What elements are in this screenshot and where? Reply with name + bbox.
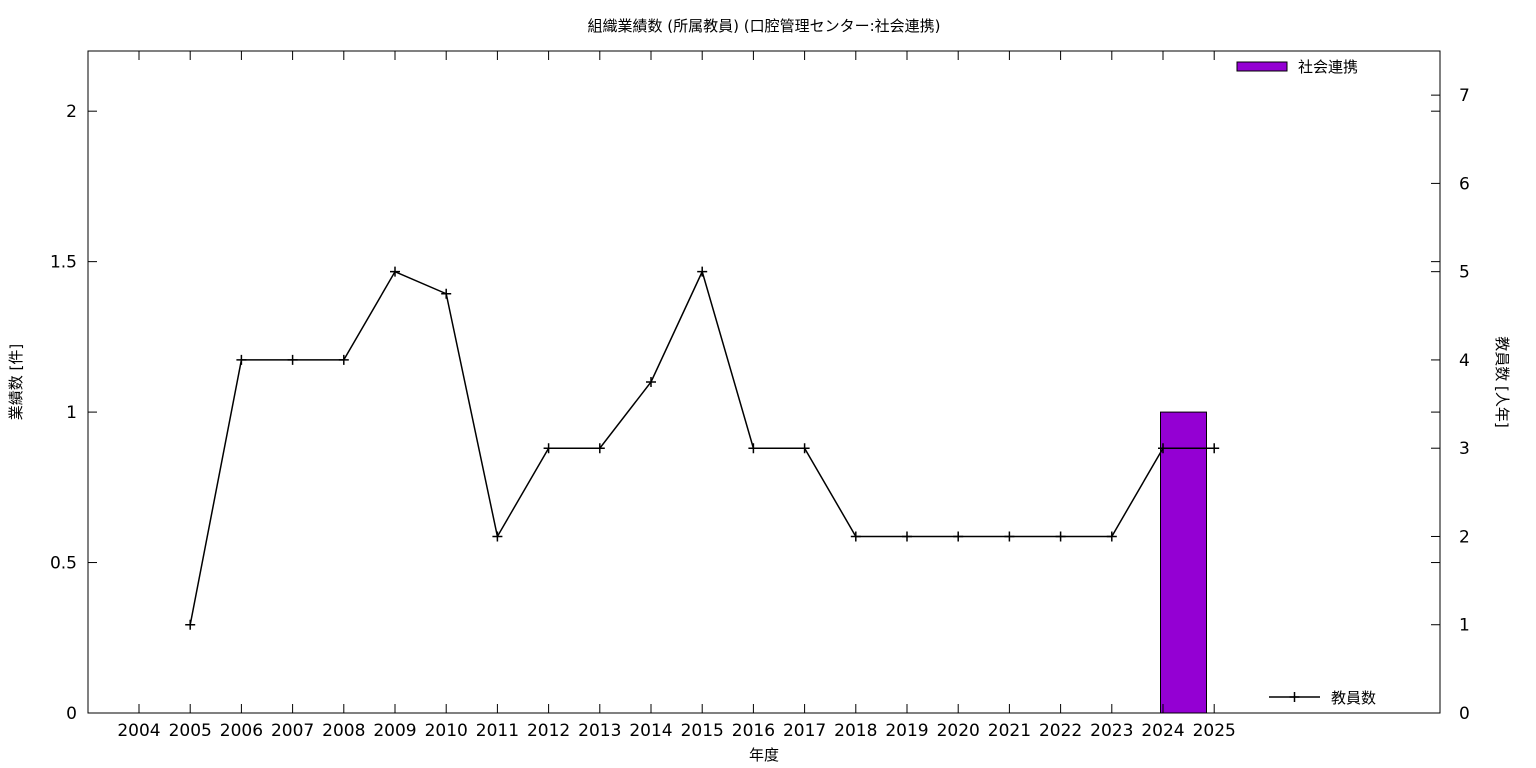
y2-tick-label: 5: [1459, 263, 1470, 283]
y-tick-label: 2: [66, 102, 77, 122]
y2-tick-label: 6: [1459, 174, 1470, 194]
x-tick-label: 2008: [322, 721, 365, 741]
line-point: [748, 443, 759, 454]
line-point: [287, 354, 298, 365]
x-tick-label: 2011: [476, 721, 519, 741]
x-tick-label: 2009: [373, 721, 416, 741]
x-tick-label: 2022: [1039, 721, 1082, 741]
line-point: [697, 266, 708, 277]
legend: 社会連携 教員数: [1236, 58, 1376, 707]
x-tick-label: 2007: [271, 721, 314, 741]
bar: [1160, 411, 1207, 714]
x-tick-label: 2020: [937, 721, 980, 741]
x-tick-label: 2010: [425, 721, 468, 741]
y2-tick-label: 1: [1459, 616, 1470, 636]
line-point: [594, 443, 605, 454]
x-tick-label: 2018: [834, 721, 877, 741]
line-point: [236, 354, 247, 365]
y2-axis-label: 教員数 [人年]: [1493, 336, 1511, 427]
line-point: [441, 288, 452, 299]
line-point: [492, 531, 503, 542]
legend-swatch-marker: [1289, 692, 1300, 702]
series-line: [189, 269, 1215, 625]
x-tick-label: 2012: [527, 721, 570, 741]
y-tick-label: 1.5: [50, 253, 77, 273]
x-tick-label: 2013: [578, 721, 621, 741]
line-point: [1055, 531, 1066, 542]
legend-label-bar: 社会連携: [1298, 58, 1358, 76]
bar-layer: [1160, 411, 1207, 714]
y-tick-label: 0: [66, 704, 77, 724]
x-tick-label: 2016: [732, 721, 775, 741]
y2-tick-label: 3: [1459, 439, 1470, 459]
y2-tick-label: 2: [1459, 527, 1470, 547]
line-point: [850, 531, 861, 542]
x-tick-label: 2004: [117, 721, 160, 741]
y2-tick-label: 0: [1459, 704, 1470, 724]
x-tick-label: 2015: [681, 721, 724, 741]
line-point: [1004, 531, 1015, 542]
chart-title: 組織業績数 (所属教員) (口腔管理センター:社会連携): [587, 17, 940, 35]
x-tick-label: 2006: [220, 721, 263, 741]
x-tick-label: 2023: [1090, 721, 1133, 741]
x-tick-label: 2024: [1141, 721, 1184, 741]
x-tick-label: 2014: [629, 721, 672, 741]
line-point: [543, 443, 554, 454]
legend-label-line: 教員数: [1331, 689, 1376, 707]
line-layer: [185, 266, 1220, 630]
line-point: [1158, 443, 1168, 454]
y2-tick-label: 4: [1459, 351, 1470, 371]
line-point: [1106, 531, 1117, 542]
x-tick-label: 2021: [988, 721, 1031, 741]
y-tick-label: 1: [66, 403, 77, 423]
y-tick-label: 0.5: [50, 554, 77, 574]
line-point: [953, 531, 964, 542]
x-tick-label: 2017: [783, 721, 826, 741]
x-axis-label: 年度: [749, 746, 779, 764]
plot-frame: [87, 50, 1441, 714]
line-point: [185, 619, 196, 630]
x-tick-label: 2005: [169, 721, 212, 741]
line-point: [799, 443, 810, 454]
y-axis-label: 業績数 [件]: [7, 344, 25, 420]
line-point: [646, 377, 656, 387]
line-point: [1209, 443, 1220, 454]
y2-tick-label: 7: [1459, 86, 1470, 106]
line-point: [390, 266, 400, 277]
line-point: [338, 354, 349, 365]
x-tick-label: 2019: [885, 721, 928, 741]
legend-swatch-bar: [1236, 61, 1288, 72]
x-tick-label: 2025: [1193, 721, 1236, 741]
line-point: [902, 531, 912, 542]
